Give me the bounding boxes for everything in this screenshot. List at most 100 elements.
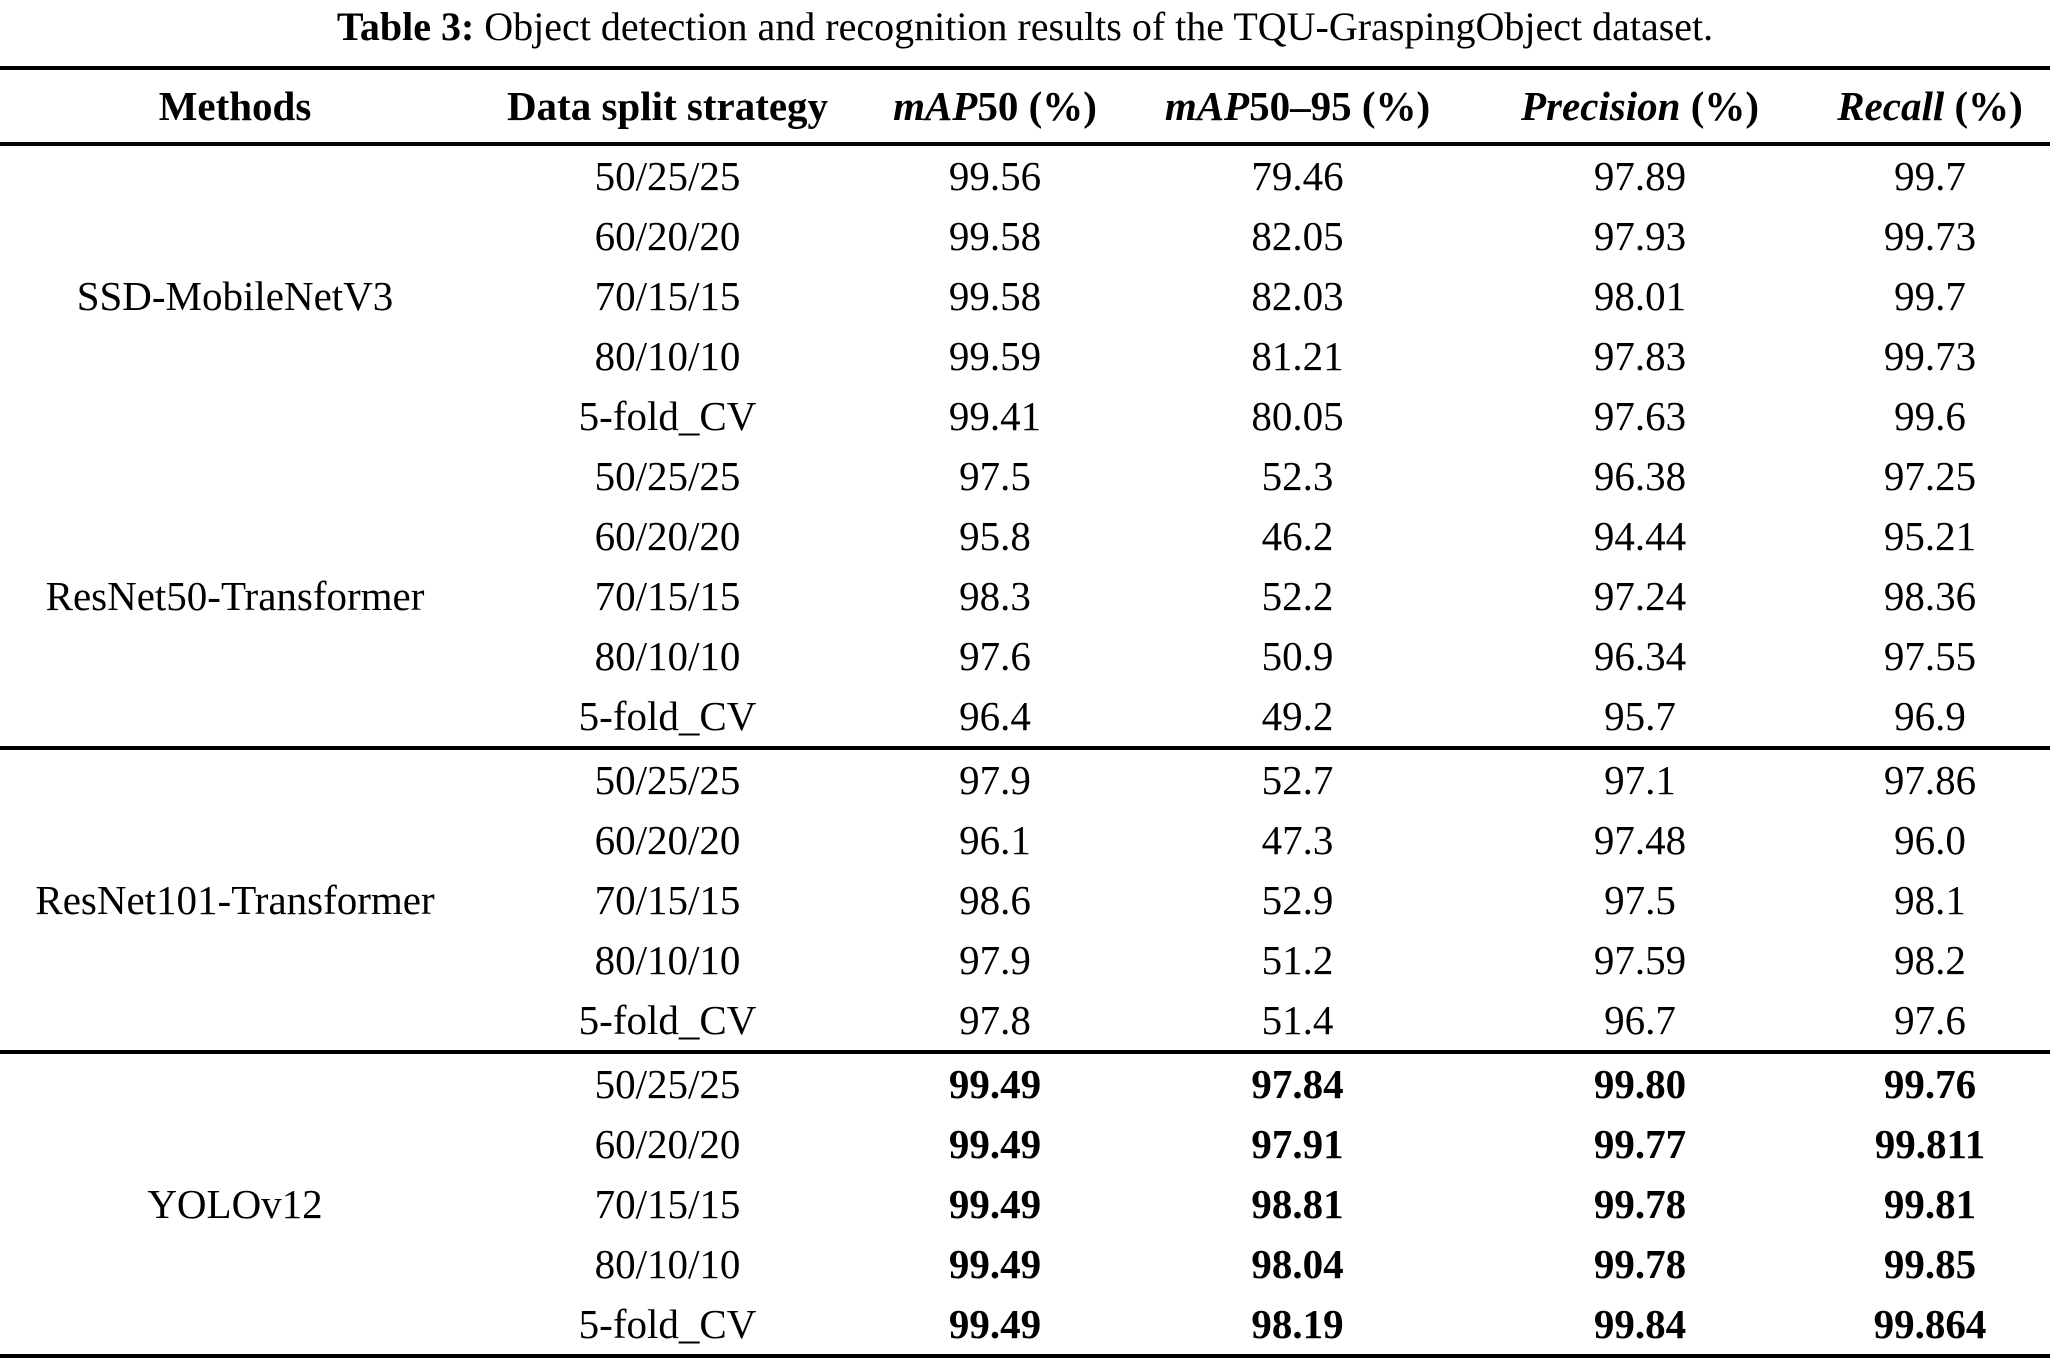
precision-cell: 99.80 <box>1593 1061 1687 1107</box>
precision-cell: 96.34 <box>1593 633 1687 679</box>
map50-cell: 97.6 <box>959 633 1031 679</box>
table-row: 60/20/20 99.49 97.91 99.77 99.811 <box>0 1114 2050 1174</box>
header-text-part: (%) <box>1680 83 1759 129</box>
map50-cell: 99.59 <box>948 333 1042 379</box>
map50-95-cell: 98.04 <box>1251 1241 1344 1287</box>
precision-cell: 98.01 <box>1593 273 1687 319</box>
split-cell: 80/10/10 <box>594 937 741 983</box>
map50-95-cell: 52.9 <box>1261 877 1334 923</box>
recall-cell: 99.73 <box>1883 213 1977 259</box>
precision-cell: 99.78 <box>1593 1241 1687 1287</box>
split-cell: 80/10/10 <box>594 1241 741 1287</box>
split-cell: 5-fold_CV <box>578 693 757 739</box>
recall-cell: 97.55 <box>1883 633 1977 679</box>
precision-cell: 97.63 <box>1593 393 1687 439</box>
map50-cell: 99.49 <box>948 1121 1042 1167</box>
map50-95-cell: 97.84 <box>1251 1061 1344 1107</box>
map50-cell: 97.9 <box>959 937 1031 983</box>
map50-95-cell: 98.81 <box>1251 1181 1344 1227</box>
split-cell: 80/10/10 <box>594 333 741 379</box>
recall-cell: 99.811 <box>1874 1121 1986 1167</box>
precision-cell: 95.7 <box>1604 693 1676 739</box>
map50-95-cell: 52.7 <box>1261 757 1334 803</box>
table-row: ResNet50-Transformer 50/25/25 97.5 52.3 … <box>0 446 2050 619</box>
precision-cell: 97.1 <box>1604 757 1676 803</box>
col-header-methods: Methods <box>0 68 470 144</box>
map50-95-cell: 81.21 <box>1251 333 1344 379</box>
precision-cell: 97.83 <box>1593 333 1687 379</box>
header-text-part: Data split strategy <box>506 83 829 129</box>
map50-cell: 98.6 <box>959 877 1031 923</box>
split-cell: 5-fold_CV <box>578 393 757 439</box>
method-cell: YOLOv12 <box>147 1181 323 1227</box>
map50-95-cell: 51.2 <box>1261 937 1334 983</box>
map50-95-cell: 52.3 <box>1261 453 1334 499</box>
split-cell: 5-fold_CV <box>578 1301 757 1347</box>
recall-cell: 99.864 <box>1873 1301 1987 1347</box>
table-caption-text: Object detection and recognition results… <box>484 4 1714 49</box>
recall-cell: 98.36 <box>1883 573 1977 619</box>
split-cell: 70/15/15 <box>594 1181 741 1227</box>
map50-cell: 99.49 <box>948 1181 1042 1227</box>
map50-cell: 97.9 <box>959 757 1031 803</box>
split-cell: 60/20/20 <box>594 513 741 559</box>
split-cell: 60/20/20 <box>594 213 741 259</box>
method-cell: SSD-MobileNetV3 <box>76 273 394 319</box>
method-cell: ResNet101-Transformer <box>35 877 435 923</box>
split-cell: 70/15/15 <box>594 573 741 619</box>
table-row: ResNet101-Transformer 50/25/25 97.9 52.7… <box>0 748 2050 923</box>
table-row: 5-fold_CV 97.8 51.4 96.7 97.6 <box>0 990 2050 1052</box>
table-caption: Table 3: Object detection and recognitio… <box>0 0 2050 66</box>
table-caption-label: Table 3: <box>336 4 475 49</box>
table-row: 80/10/10 99.59 81.21 97.83 99.73 <box>0 326 2050 386</box>
map50-cell: 99.49 <box>948 1241 1042 1287</box>
recall-cell: 96.9 <box>1894 693 1966 739</box>
col-header-map50-95: mAP50–95 (%) <box>1125 68 1470 144</box>
header-text-part: 50–95 (%) <box>1249 83 1431 129</box>
map50-cell: 99.56 <box>948 153 1042 199</box>
split-cell: 5-fold_CV <box>578 997 757 1043</box>
split-cell: 50/25/25 <box>594 153 741 199</box>
table-row: 60/20/20 95.8 46.2 94.44 95.21 <box>0 506 2050 566</box>
precision-cell: 99.84 <box>1593 1301 1687 1347</box>
table-row: 5-fold_CV 99.49 98.19 99.84 99.864 <box>0 1294 2050 1356</box>
precision-cell: 97.48 <box>1593 817 1687 863</box>
map50-cell: 97.5 <box>959 453 1031 499</box>
col-header-data-split: Data split strategy <box>470 68 865 144</box>
split-cell: 60/20/20 <box>594 817 741 863</box>
split-cell: 50/25/25 <box>594 1061 741 1107</box>
map50-cell: 98.3 <box>959 573 1031 619</box>
map50-cell: 99.41 <box>948 393 1042 439</box>
table-row: YOLOv12 50/25/25 99.49 97.84 99.80 99.76 <box>0 1052 2050 1227</box>
table-row: 80/10/10 97.6 50.9 96.34 97.55 <box>0 626 2050 686</box>
header-italic-part: mAP <box>1164 83 1250 129</box>
recall-cell: 97.25 <box>1883 453 1977 499</box>
map50-95-cell: 82.03 <box>1251 273 1344 319</box>
header-row: Methods Data split strategy mAP50 (%) mA… <box>0 68 2050 144</box>
recall-cell: 99.81 <box>1883 1181 1977 1227</box>
split-cell: 80/10/10 <box>594 633 741 679</box>
map50-95-cell: 98.19 <box>1251 1301 1344 1347</box>
recall-cell: 97.86 <box>1883 757 1977 803</box>
precision-cell: 96.38 <box>1593 453 1687 499</box>
recall-cell: 96.0 <box>1894 817 1966 863</box>
col-header-recall: Recall (%) <box>1810 68 2050 144</box>
precision-cell: 97.93 <box>1593 213 1687 259</box>
header-italic-part: Recall <box>1837 83 1945 129</box>
recall-cell: 98.1 <box>1894 877 1966 923</box>
map50-cell: 99.49 <box>948 1061 1042 1107</box>
map50-95-cell: 50.9 <box>1261 633 1334 679</box>
table-row: 70/15/15 98.6 52.9 97.5 98.1 <box>0 870 2050 930</box>
recall-cell: 99.7 <box>1894 273 1966 319</box>
table-row: 60/20/20 99.58 82.05 97.93 99.73 <box>0 206 2050 266</box>
precision-cell: 99.77 <box>1593 1121 1687 1167</box>
table-row: 5-fold_CV 96.4 49.2 95.7 96.9 <box>0 686 2050 748</box>
table-row: 80/10/10 99.49 98.04 99.78 99.85 <box>0 1234 2050 1294</box>
split-cell: 70/15/15 <box>594 877 741 923</box>
table-row: 70/15/15 99.58 82.03 98.01 99.7 <box>0 266 2050 326</box>
precision-cell: 96.7 <box>1604 997 1676 1043</box>
header-italic-part: Precision <box>1521 83 1681 129</box>
results-table: Methods Data split strategy mAP50 (%) mA… <box>0 66 2050 1358</box>
header-italic-part: mAP <box>893 83 978 129</box>
col-header-map50: mAP50 (%) <box>865 68 1125 144</box>
